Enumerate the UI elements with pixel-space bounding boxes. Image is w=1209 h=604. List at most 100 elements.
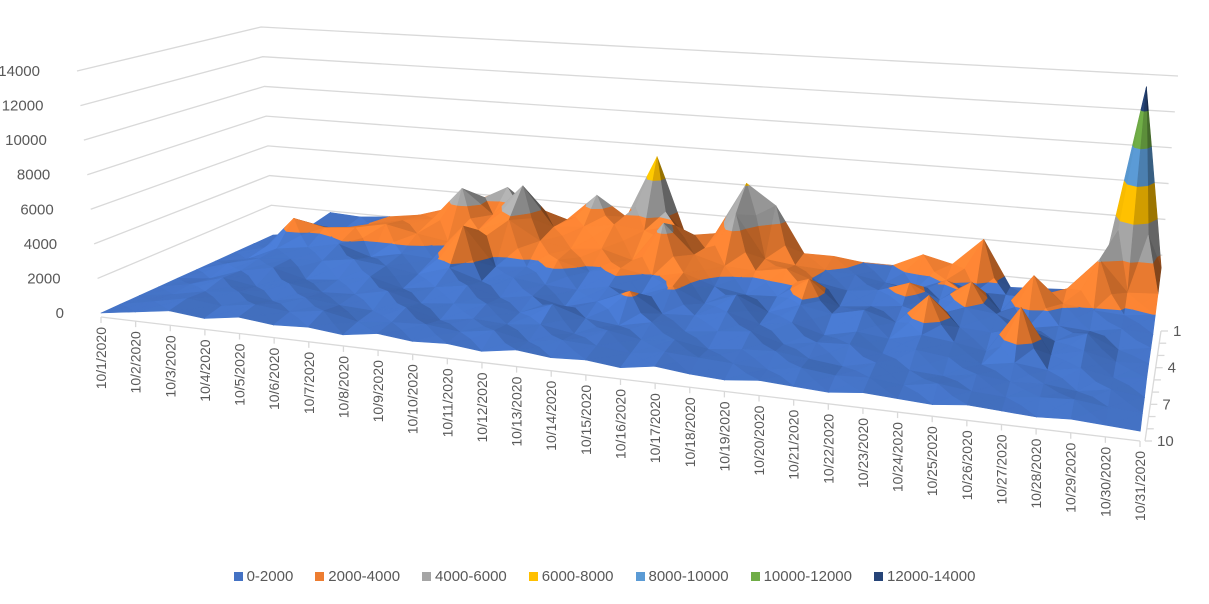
x-tick-label: 10/22/2020: [820, 414, 836, 484]
surface-facet: [481, 343, 517, 352]
surface-facet: [465, 260, 474, 263]
surface-facet: [646, 179, 666, 219]
surface-facet: [724, 373, 760, 381]
x-tick-label: 10/13/2020: [509, 376, 525, 446]
x-tick-label: 10/12/2020: [474, 372, 490, 442]
gridline: [76, 26, 1179, 77]
gridline: [90, 145, 1166, 221]
legend-label: 2000-4000: [328, 568, 401, 585]
surface-facet: [801, 278, 819, 300]
surface-facet: [625, 207, 639, 216]
surface-facet: [446, 339, 483, 352]
surface-facet: [238, 314, 274, 326]
surface-facet: [1133, 303, 1156, 316]
x-tick-label: 10/25/2020: [924, 426, 940, 496]
y-tick-label: 6000: [20, 201, 53, 218]
legend-item: 4000-6000: [422, 568, 507, 585]
surface-facet: [1143, 86, 1147, 112]
surface-facet: [391, 242, 396, 245]
surface-facet: [654, 362, 691, 375]
x-tick-label: 10/5/2020: [232, 343, 248, 405]
x-tick-label: 10/9/2020: [370, 360, 386, 422]
surface-facet: [1147, 182, 1158, 224]
x-tick-label: 10/24/2020: [890, 422, 906, 492]
category-axis: 10/1/2020 10/2/2020 10/3/2020 10/4/2020 10/5…: [93, 327, 1148, 521]
surface-facet: [510, 185, 531, 217]
x-tick-label: 10/7/2020: [301, 352, 317, 414]
legend-swatch: [635, 572, 645, 581]
y-tick-label: 12000: [2, 98, 44, 115]
x-tick-label: 10/2/2020: [128, 331, 144, 393]
surface-facet: [627, 291, 633, 297]
surface-facet: [620, 359, 656, 369]
series-axis: 1 4 7 10: [1157, 323, 1181, 450]
legend-label: 4000-6000: [435, 568, 507, 585]
surface-facet: [824, 265, 847, 271]
legend-label: 12000-14000: [887, 568, 976, 585]
surface-facet: [652, 156, 661, 181]
x-tick-label: 10/18/2020: [682, 397, 698, 467]
surface-facet: [1146, 146, 1155, 186]
surface-facet: [411, 335, 448, 344]
surface-facet: [1130, 223, 1149, 263]
surface-facet: [1036, 407, 1072, 420]
legend-label: 0-2000: [246, 568, 294, 585]
legend-swatch: [750, 572, 760, 581]
legend-item: 8000-10000: [635, 568, 729, 585]
surface-facet: [1105, 418, 1141, 432]
surface-facet: [585, 356, 621, 369]
surface-facet: [932, 395, 968, 406]
legend-swatch: [874, 572, 883, 581]
y-tick-label: 8000: [17, 167, 50, 184]
surface-facet: [719, 265, 733, 277]
surface-facet: [752, 270, 764, 280]
surface-facet: [660, 223, 667, 234]
surface-facet: [437, 256, 445, 261]
surface-facet: [1096, 294, 1122, 311]
x-tick-label: 10/14/2020: [543, 381, 559, 451]
x-tick-label: 10/28/2020: [1028, 438, 1044, 508]
surface-facet: [319, 227, 333, 237]
surface-facet: [550, 350, 586, 361]
legend-item: 6000-8000: [528, 568, 614, 585]
y-tick-label: 10000: [5, 132, 47, 149]
surface-facet: [1070, 412, 1106, 426]
surface-facet: [731, 214, 741, 232]
surface-facet: [507, 248, 524, 260]
surface-facet: [771, 205, 781, 225]
surface-facet: [793, 380, 829, 393]
x-tick-label: 10/23/2020: [855, 418, 871, 488]
surface-facet: [169, 308, 205, 319]
surface-facet: [307, 323, 344, 336]
series-axis-line: [1144, 330, 1162, 442]
x-tick-label: 10/16/2020: [613, 389, 629, 459]
surface-facet: [553, 259, 564, 269]
surface-facet: [515, 347, 552, 359]
surface-facet: [905, 282, 917, 297]
value-axis: 0 2000 4000 6000 8000 10000 12000 14000: [0, 63, 64, 322]
surface-facet: [1138, 234, 1154, 264]
x-tick-label: 10/8/2020: [335, 356, 351, 418]
surface-facet: [965, 281, 984, 308]
surface-facet: [286, 218, 300, 233]
surface-facet: [659, 211, 671, 220]
x-tick-label: 10/26/2020: [959, 430, 975, 500]
surface-facet: [590, 194, 603, 209]
x-tick-label: 10/15/2020: [578, 385, 594, 455]
legend-swatch: [422, 572, 432, 581]
surface-facet: [377, 330, 413, 342]
x-tick-label: 10/6/2020: [266, 347, 282, 409]
surface-facet: [350, 238, 364, 242]
series-tick-label: 4: [1168, 360, 1176, 377]
gridline: [87, 115, 1169, 185]
legend: 0-2000 2000-4000 4000-6000 6000-8000 8000-10…: [0, 568, 1209, 585]
x-tick-label: 10/30/2020: [1097, 447, 1113, 517]
surface-facet: [1043, 308, 1048, 312]
surface-facet: [100, 307, 136, 314]
x-tick-label: 10/17/2020: [647, 393, 663, 463]
legend-item: 10000-12000: [750, 568, 852, 585]
x-tick-label: 10/11/2020: [439, 368, 455, 437]
x-tick-label: 10/10/2020: [405, 364, 421, 434]
legend-swatch: [233, 572, 243, 581]
